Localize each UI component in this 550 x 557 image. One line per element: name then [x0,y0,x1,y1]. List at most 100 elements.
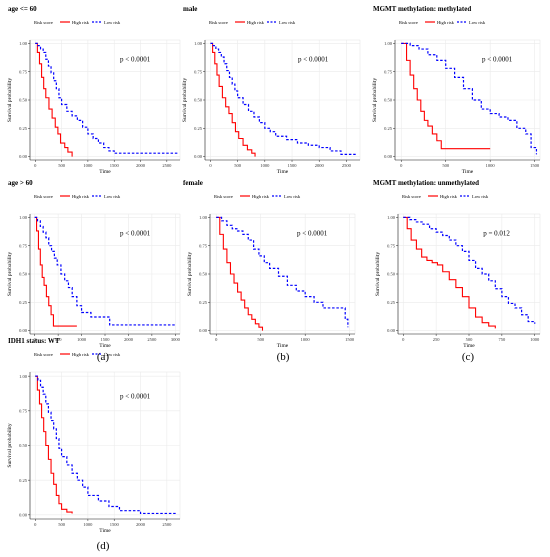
x-tick-label: 500 [58,163,66,168]
x-tick-label: 0 [34,163,37,168]
legend-label-low: Low risk [104,194,121,199]
chart-panel-7: IDH1 status: WT Risk score High risk Low ri… [7,337,181,534]
y-tick-label: 1.00 [19,215,28,220]
panel-label: (d) [97,540,110,552]
legend-label-high: High risk [72,194,90,199]
x-axis-label: Time [277,343,289,349]
y-tick-label: 0.25 [19,478,28,483]
y-axis-label: Survival probability [7,252,13,296]
y-tick-label: 0.25 [19,300,28,305]
y-axis-label: Survival probability [375,252,381,296]
x-tick-label: 1000 [83,163,93,168]
x-tick-label: 500 [55,337,63,342]
chart-panel-5: female Risk score High risk Low risk 0.00 0.2… [183,179,356,349]
x-tick-label: 250 [433,337,441,342]
y-tick-label: 0.50 [19,272,28,277]
y-tick-label: 0.00 [194,154,203,159]
x-tick-label: 750 [498,337,506,342]
y-tick-label: 1.00 [199,215,208,220]
y-tick-label: 0.00 [19,154,28,159]
y-tick-label: 0.25 [19,126,28,131]
x-tick-label: 2000 [136,163,146,168]
x-tick-label: 2500 [342,163,352,168]
survival-curve-high-risk [403,216,496,329]
y-tick-label: 0.50 [387,272,396,277]
x-tick-label: 2000 [136,522,146,527]
x-tick-label: 3000 [171,337,181,342]
y-tick-label: 0.50 [19,98,28,103]
legend-label-low: Low risk [284,194,301,199]
y-axis-label: Survival probability [7,423,13,467]
chart-panel-4: age > 60 Risk score High risk Low risk 0.00 0… [7,179,181,349]
chart-title: age > 60 [8,179,33,187]
p-value-annotation: p < 0.0001 [120,230,151,238]
chart-title: MGMT methylation: unmethylated [373,179,479,187]
survival-curve-low-risk [35,375,178,515]
chart-title: MGMT methylation: methylated [373,5,471,13]
y-tick-label: 0.75 [387,243,396,248]
x-tick-label: 2500 [147,337,157,342]
x-axis-label: Time [463,343,475,349]
x-tick-label: 2000 [315,163,325,168]
x-tick-label: 1500 [530,163,540,168]
p-value-annotation: p < 0.0001 [482,56,513,64]
survival-curve-low-risk [401,42,538,155]
legend-title: Risk score [214,194,233,199]
x-tick-label: 1500 [110,163,120,168]
legend-label-low: Low risk [469,20,486,25]
x-tick-label: 0 [215,337,218,342]
y-tick-label: 0.75 [194,69,203,74]
x-tick-label: 1500 [345,337,355,342]
legend-label-high: High risk [437,20,455,25]
legend-label-high: High risk [247,20,265,25]
y-tick-label: 1.00 [387,215,396,220]
y-tick-label: 0.50 [199,272,208,277]
legend-title: Risk score [34,194,53,199]
x-tick-label: 1000 [260,163,270,168]
x-tick-label: 0 [402,337,405,342]
p-value-annotation: p < 0.0001 [298,56,329,64]
chart-title: age <= 60 [8,5,37,13]
survival-curve-high-risk [35,375,73,514]
chart-panel-3: MGMT methylation: methylated Risk score Hi… [372,5,541,175]
legend-label-low: Low risk [104,352,121,357]
y-axis-label: Survival probability [182,78,188,122]
y-tick-label: 0.25 [194,126,203,131]
panel-label: (c) [462,351,475,363]
p-value-annotation: p = 0.012 [483,230,510,238]
y-tick-label: 0.50 [19,443,28,448]
x-tick-label: 0 [209,163,212,168]
survival-curve-low-risk [210,42,358,155]
survival-curve-high-risk [401,42,491,150]
y-tick-label: 1.00 [194,41,203,46]
y-tick-label: 0.75 [19,69,28,74]
x-axis-label: Time [277,169,289,175]
legend-title: Risk score [402,194,421,199]
legend-title: Risk score [34,352,53,357]
y-tick-label: 0.00 [387,328,396,333]
y-tick-label: 0.00 [19,328,28,333]
y-tick-label: 0.50 [194,98,203,103]
y-tick-label: 1.00 [384,41,393,46]
x-tick-label: 1500 [101,337,111,342]
x-tick-label: 0 [34,337,37,342]
survival-curve-high-risk [216,216,264,331]
x-tick-label: 1500 [110,522,120,527]
y-tick-label: 0.75 [384,69,393,74]
y-tick-label: 0.75 [199,243,208,248]
y-tick-label: 0.00 [384,154,393,159]
x-axis-label: Time [99,528,111,534]
legend-label-high: High risk [72,20,90,25]
x-tick-label: 1000 [301,337,311,342]
legend-label-low: Low risk [279,20,296,25]
y-tick-label: 0.25 [199,300,208,305]
x-tick-label: 500 [58,522,66,527]
chart-panel-1: age <= 60 Risk score High risk Low risk 0.00… [7,5,181,175]
survival-curve-low-risk [35,42,178,154]
survival-curve-low-risk [216,216,349,328]
legend-label-high: High risk [440,194,458,199]
x-axis-label: Time [99,343,111,349]
x-tick-label: 1000 [77,337,87,342]
x-tick-label: 500 [442,163,450,168]
